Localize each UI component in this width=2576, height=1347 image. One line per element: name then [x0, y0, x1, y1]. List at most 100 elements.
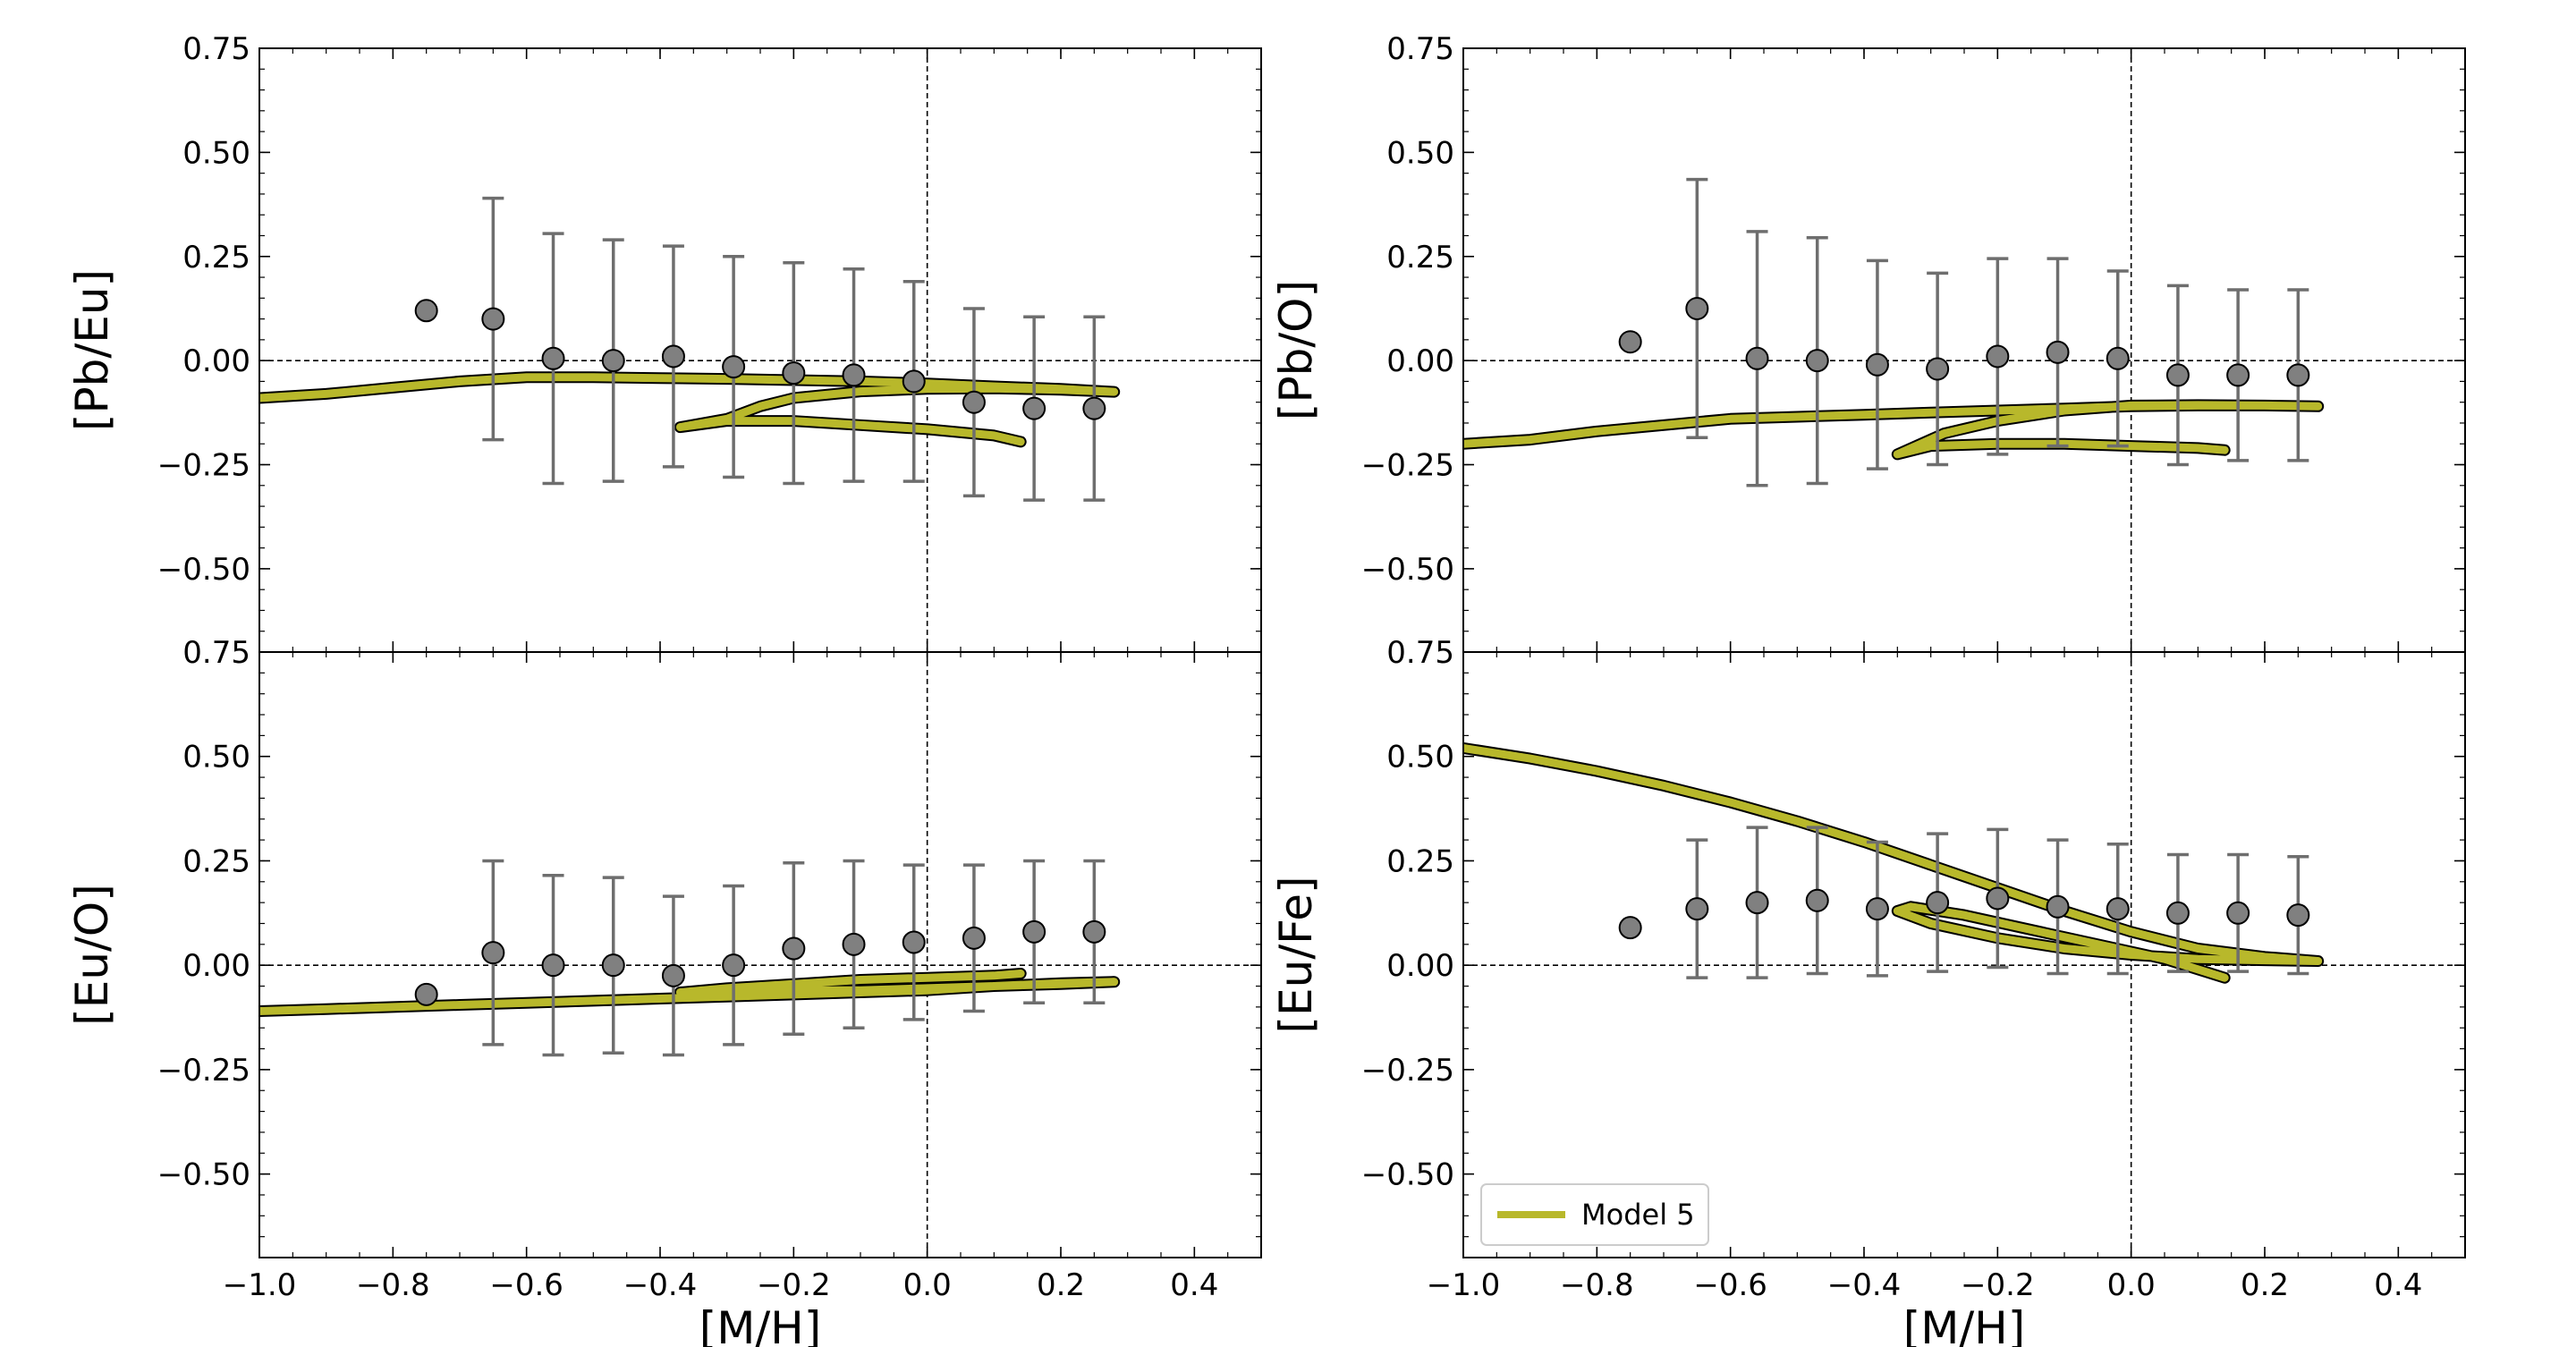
x-tick-label: 0.4 — [2374, 1267, 2422, 1303]
y-tick-label: −0.50 — [157, 552, 250, 588]
y-tick-label: 0.75 — [182, 635, 250, 671]
data-point — [842, 363, 866, 387]
x-tick-label: 0.4 — [1170, 1267, 1218, 1303]
data-point — [842, 932, 866, 956]
x-tick-label: −0.6 — [1693, 1267, 1767, 1303]
data-point — [1745, 891, 1769, 915]
data-point — [2165, 901, 2190, 925]
data-point — [962, 390, 986, 414]
x-tick-label: 0.0 — [2107, 1267, 2156, 1303]
y-tick-label: 0.00 — [1386, 948, 1454, 984]
y-tick-label: 0.00 — [182, 343, 250, 379]
data-point — [2226, 363, 2250, 387]
model-series-line — [259, 970, 1119, 1015]
y-axis-label: [Pb/O] — [1270, 280, 1322, 420]
x-tick-label: −0.2 — [757, 1267, 831, 1303]
data-point — [1082, 396, 1106, 420]
panels: −0.50−0.250.000.250.500.75[Pb/Eu]−0.50−0… — [66, 31, 2466, 1347]
panel-pb-eu-plot-area — [259, 196, 1121, 502]
y-tick-label: 0.75 — [1386, 31, 1454, 67]
panel-eu-fe-frame — [1462, 651, 2466, 1258]
model-series-line — [1463, 401, 2323, 459]
data-point — [661, 344, 685, 369]
data-point — [1685, 296, 1709, 320]
panel-eu-fe: −1.0 −0.8 −0.6 −0.4 −0.2 0.0 0.2 0.4 −0.50 −0.25 0… — [1270, 635, 2466, 1347]
y-tick-label: 0.50 — [182, 740, 250, 775]
data-point — [541, 346, 565, 370]
legend-box — [1480, 1183, 1709, 1246]
data-point — [1805, 888, 1829, 912]
data-point — [722, 355, 746, 379]
data-point — [2046, 340, 2070, 364]
data-point — [1986, 344, 2010, 369]
data-point — [2106, 897, 2130, 921]
data-point — [1805, 349, 1829, 373]
data-point — [661, 963, 685, 987]
y-tick-label: −0.25 — [1361, 448, 1454, 484]
data-point — [1685, 897, 1709, 921]
data-point — [1022, 919, 1046, 944]
data-point — [414, 982, 438, 1006]
y-tick-label: −0.25 — [157, 1053, 250, 1089]
y-tick-label: 0.75 — [1386, 635, 1454, 671]
y-tick-label: −0.50 — [1361, 1157, 1454, 1193]
data-point — [481, 941, 505, 965]
x-tick-label: 0.0 — [903, 1267, 952, 1303]
data-point — [601, 349, 625, 373]
x-tick-label: 0.2 — [2241, 1267, 2289, 1303]
data-point — [1082, 919, 1106, 944]
data-point — [1986, 886, 2010, 911]
panel-pb-eu: −0.50 −0.25 0.00 0.25 0.50 0.75 [Pb/Eu] — [66, 31, 1262, 653]
data-point — [1618, 330, 1642, 354]
data-point — [2165, 363, 2190, 387]
data-point — [2286, 903, 2310, 928]
y-tick-label: 0.00 — [1386, 343, 1454, 379]
x-tick-label: −1.0 — [1427, 1267, 1501, 1303]
data-point — [1618, 916, 1642, 940]
data-point — [481, 307, 505, 331]
x-tick-label: −0.8 — [1560, 1267, 1634, 1303]
data-point — [782, 361, 806, 385]
panel-pb-o-plot-area — [1463, 177, 2325, 487]
y-tick-label: 0.75 — [182, 31, 250, 67]
x-tick-label: −0.8 — [356, 1267, 430, 1303]
y-tick-label: 0.25 — [182, 843, 250, 879]
panel-eu-fe-plot-area — [1463, 741, 2325, 984]
model-series-line — [1463, 743, 2323, 982]
data-point — [1865, 897, 1889, 921]
x-tick-label: −0.4 — [1827, 1267, 1902, 1303]
data-point — [1865, 352, 1889, 377]
data-point — [902, 369, 926, 394]
y-tick-label: 0.50 — [182, 135, 250, 171]
panel-eu-o: −1.0 −0.8 −0.6 −0.4 −0.2 0.0 0.2 0.4 −0.50 −0.25 0… — [66, 635, 1262, 1347]
data-point — [601, 953, 625, 978]
x-axis-label: [M/H] — [699, 1302, 822, 1347]
panel-pb-o: −0.50 −0.25 0.00 0.25 0.50 0.75 [Pb/O] — [1270, 31, 2466, 653]
data-point — [1926, 357, 1950, 381]
legend-label: Model 5 — [1581, 1198, 1695, 1232]
data-point — [2106, 346, 2130, 370]
data-point — [2226, 901, 2250, 925]
y-tick-label: −0.25 — [1361, 1053, 1454, 1089]
y-axis-label: [Pb/Eu] — [66, 269, 118, 431]
data-point — [902, 930, 926, 954]
y-tick-label: −0.25 — [157, 448, 250, 484]
x-tick-label: −1.0 — [223, 1267, 297, 1303]
y-tick-label: 0.25 — [1386, 240, 1454, 275]
data-point — [541, 953, 565, 978]
x-tick-label: −0.4 — [623, 1267, 698, 1303]
x-tick-label: 0.2 — [1037, 1267, 1085, 1303]
y-tick-label: −0.50 — [1361, 552, 1454, 588]
data-point — [782, 936, 806, 961]
x-axis-label: [M/H] — [1903, 1302, 2026, 1347]
data-point — [2046, 894, 2070, 919]
data-point — [1745, 346, 1769, 370]
legend: Model 5 — [1480, 1183, 1709, 1246]
y-tick-label: 0.25 — [182, 240, 250, 275]
y-tick-label: 0.25 — [1386, 843, 1454, 879]
panel-eu-o-plot-area — [259, 859, 1121, 1057]
model-series-line — [259, 373, 1119, 446]
x-tick-label: −0.2 — [1961, 1267, 2035, 1303]
